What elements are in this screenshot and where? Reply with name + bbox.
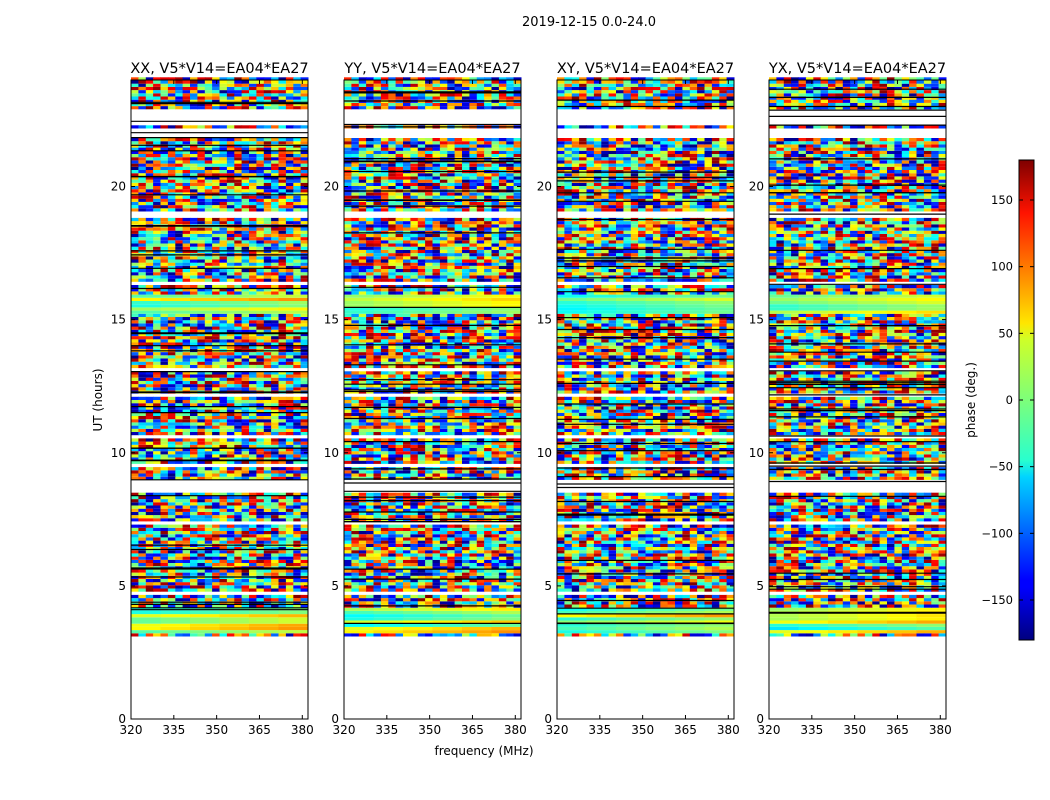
x-tick-label: 365 [461, 723, 484, 737]
y-tick-label: 0 [118, 712, 126, 726]
y-tick-label: 10 [324, 446, 339, 460]
x-tick-label: 335 [375, 723, 398, 737]
y-tick-label: 5 [118, 579, 126, 593]
colorbar-tick-label: 100 [991, 260, 1013, 274]
y-tick-label: 5 [544, 579, 552, 593]
y-tick-label: 5 [331, 579, 339, 593]
colorbar-tick-label: −100 [981, 526, 1013, 540]
y-tick-label: 5 [756, 579, 764, 593]
phase-heatmap [131, 77, 309, 637]
panel-4: YX, V5*V14=EA04*EA27 320 335 350 365 380 0 5 10 1… [749, 61, 952, 737]
phase-heatmap [344, 77, 522, 637]
x-axis-label: frequency (MHz) [434, 744, 533, 758]
colorbar-tick-label: 50 [998, 326, 1013, 340]
axes-frame [130, 79, 309, 720]
panel-2: YY, V5*V14=EA04*EA27 320 335 350 365 380 0 5 10 1… [324, 61, 527, 737]
panel-title: YX, V5*V14=EA04*EA27 [768, 61, 946, 77]
x-tick-label: 320 [120, 723, 143, 737]
axes-frame [556, 79, 735, 720]
y-tick-label: 15 [749, 313, 764, 327]
y-axis-label: UT (hours) [91, 368, 105, 431]
x-tick-label: 350 [631, 723, 654, 737]
x-tick-label: 365 [674, 723, 697, 737]
y-tick-label: 20 [749, 180, 764, 194]
y-tick-label: 20 [324, 180, 339, 194]
y-tick-label: 15 [537, 313, 552, 327]
colorbar-tick-label: 150 [991, 193, 1013, 207]
y-tick-label: 15 [111, 313, 126, 327]
colorbar-tick-label: −150 [981, 593, 1013, 607]
x-tick-label: 320 [333, 723, 356, 737]
y-tick-label: 15 [324, 313, 339, 327]
y-tick-label: 20 [111, 180, 126, 194]
x-tick-label: 350 [418, 723, 441, 737]
x-tick-label: 335 [162, 723, 185, 737]
y-tick-label: 0 [544, 712, 552, 726]
y-tick-label: 0 [331, 712, 339, 726]
phase-heatmap [769, 77, 947, 637]
axes-frame [343, 79, 522, 720]
colorbar-tick-label: 0 [1006, 393, 1013, 407]
x-tick-label: 350 [843, 723, 866, 737]
x-tick-label: 365 [886, 723, 909, 737]
colorbar-tick-label: −50 [989, 460, 1013, 474]
phase-heatmap [557, 77, 735, 637]
x-tick-label: 380 [504, 723, 527, 737]
figure-title: 2019-12-15 0.0-24.0 [522, 15, 656, 30]
y-tick-label: 20 [537, 180, 552, 194]
x-tick-label: 380 [291, 723, 314, 737]
y-tick-label: 0 [756, 712, 764, 726]
colorbar-label: phase (deg.) [964, 362, 978, 438]
panel-title: XY, V5*V14=EA04*EA27 [557, 61, 734, 77]
y-tick-label: 10 [749, 446, 764, 460]
x-tick-label: 380 [929, 723, 952, 737]
x-tick-label: 320 [758, 723, 781, 737]
x-tick-label: 365 [248, 723, 271, 737]
panel-3: XY, V5*V14=EA04*EA27 320 335 350 365 380 0 5 10 1… [537, 61, 740, 737]
panel-title: XX, V5*V14=EA04*EA27 [130, 61, 308, 77]
colorbar: 150 100 50 0 −50 −100 −150 phase (deg.) [964, 159, 1035, 641]
x-tick-label: 335 [588, 723, 611, 737]
axes-frame [768, 79, 947, 720]
x-tick-label: 335 [800, 723, 823, 737]
x-tick-label: 320 [546, 723, 569, 737]
x-tick-label: 380 [717, 723, 740, 737]
panel-title: YY, V5*V14=EA04*EA27 [343, 61, 520, 77]
y-tick-label: 10 [111, 446, 126, 460]
y-tick-label: 10 [537, 446, 552, 460]
x-tick-label: 350 [205, 723, 228, 737]
panel-1: XX, V5*V14=EA04*EA27 320 335 350 365 380 0 5 10 1… [111, 61, 314, 737]
